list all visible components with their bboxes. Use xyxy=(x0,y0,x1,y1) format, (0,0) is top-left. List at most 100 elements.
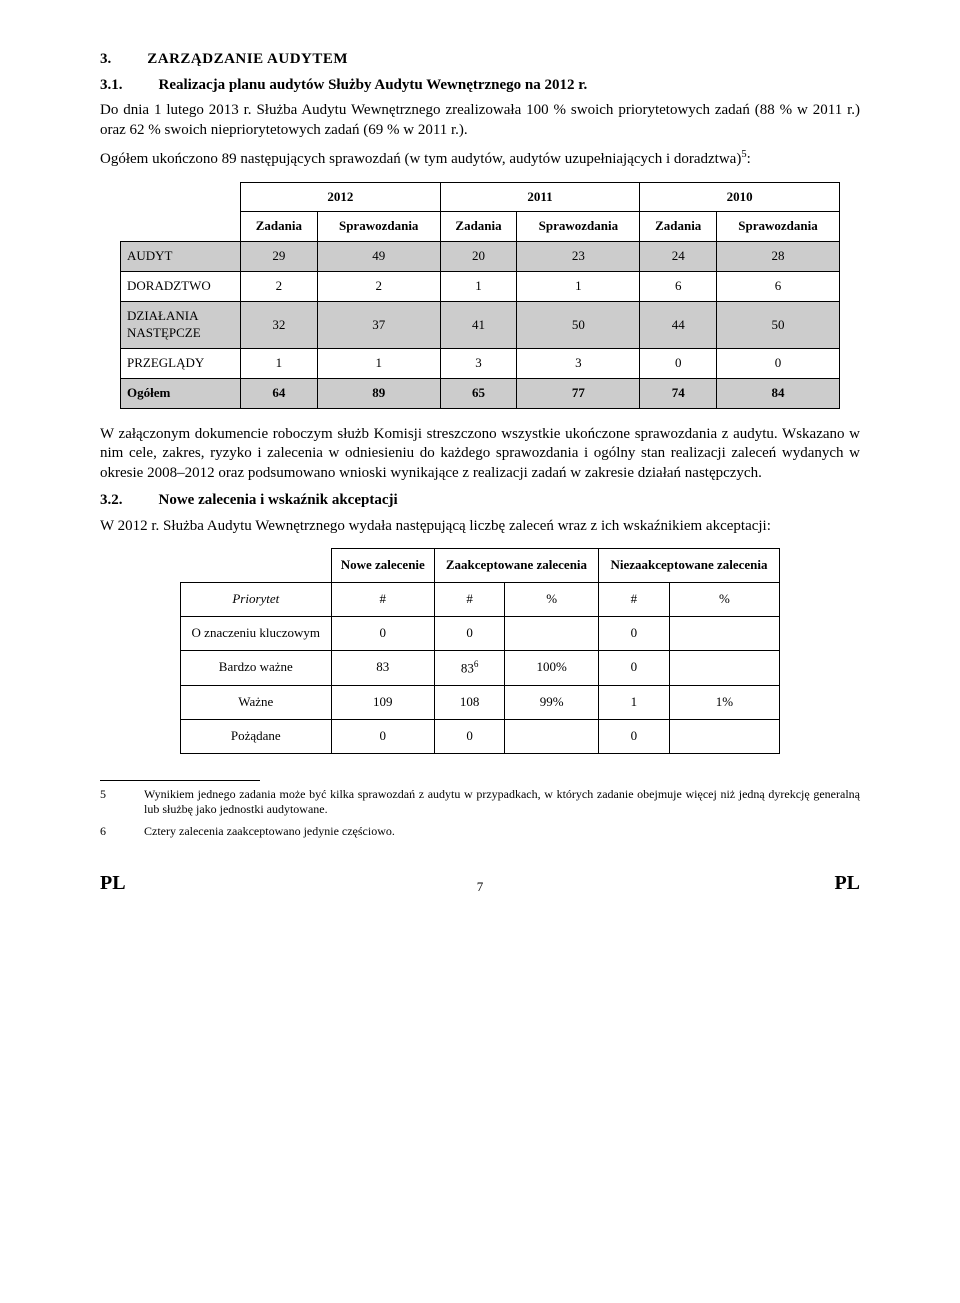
table-zalecenia: Nowe zalecenie Zaakceptowane zalecenia N… xyxy=(180,548,780,754)
paragraph: W 2012 r. Służba Audytu Wewnętrznego wyd… xyxy=(100,517,860,537)
section-3-heading: 3. ZARZĄDZANIE AUDYTEM xyxy=(100,50,860,70)
cell: 41 xyxy=(440,302,517,349)
cell xyxy=(505,719,599,753)
row-label: DZIAŁANIA NASTĘPCZE xyxy=(121,302,241,349)
cell: 836 xyxy=(434,650,504,685)
cell: 0 xyxy=(599,650,670,685)
cell: 23 xyxy=(517,242,640,272)
paragraph: W załączonym dokumencie roboczym służb K… xyxy=(100,425,860,484)
cell: 20 xyxy=(440,242,517,272)
cell: 3 xyxy=(517,348,640,378)
table-row: Priorytet # # % # % xyxy=(181,583,780,617)
cell: 1 xyxy=(241,348,318,378)
section-title: ZARZĄDZANIE AUDYTEM xyxy=(147,50,348,70)
row-label: PRZEGLĄDY xyxy=(121,348,241,378)
cell: 0 xyxy=(434,616,504,650)
footnote-num: 6 xyxy=(100,824,106,840)
cell: 44 xyxy=(640,302,717,349)
cell xyxy=(669,650,779,685)
cell: 99% xyxy=(505,686,599,720)
row-label: Ważne xyxy=(181,686,332,720)
cell: 1 xyxy=(517,272,640,302)
table-row: PRZEGLĄDY113300 xyxy=(121,348,840,378)
cell: 89 xyxy=(317,378,440,408)
section-3-2-heading: 3.2. Nowe zalecenia i wskaźnik akceptacj… xyxy=(100,491,860,511)
cell: 64 xyxy=(241,378,318,408)
subhead: Sprawozdania xyxy=(517,212,640,242)
cell: 1 xyxy=(599,686,670,720)
subhead: Sprawozdania xyxy=(717,212,840,242)
col-head: Zaakceptowane zalecenia xyxy=(434,549,598,583)
cell xyxy=(669,719,779,753)
cell: 6 xyxy=(640,272,717,302)
section-num: 3. xyxy=(100,50,111,70)
cell: 108 xyxy=(434,686,504,720)
table-row: 2012 2011 2010 xyxy=(121,182,840,212)
table-row: DORADZTWO221166 xyxy=(121,272,840,302)
para-text: Ogółem ukończono 89 następujących sprawo… xyxy=(100,151,741,167)
symbol-col: # xyxy=(434,583,504,617)
row-label: Pożądane xyxy=(181,719,332,753)
table-row: Nowe zalecenie Zaakceptowane zalecenia N… xyxy=(181,549,780,583)
cell: 1 xyxy=(317,348,440,378)
cell: 65 xyxy=(440,378,517,408)
col-head: Nowe zalecenie xyxy=(331,549,434,583)
table-row: DZIAŁANIA NASTĘPCZE323741504450 xyxy=(121,302,840,349)
cell: 49 xyxy=(317,242,440,272)
cell: 3 xyxy=(440,348,517,378)
footnote: 6 Cztery zalecenia zaakceptowano jedynie… xyxy=(100,824,860,840)
paragraph: Do dnia 1 lutego 2013 r. Służba Audytu W… xyxy=(100,101,860,140)
priorytet-label: Priorytet xyxy=(181,583,332,617)
cell: 0 xyxy=(434,719,504,753)
col-head: Niezaakceptowane zalecenia xyxy=(599,549,780,583)
footer-right: PL xyxy=(834,870,860,896)
footnote-text: Cztery zalecenia zaakceptowano jedynie c… xyxy=(144,824,395,840)
paragraph: Ogółem ukończono 89 następujących sprawo… xyxy=(100,148,860,170)
table-row: Zadania Sprawozdania Zadania Sprawozdani… xyxy=(121,212,840,242)
subhead: Zadania xyxy=(640,212,717,242)
row-label: Ogółem xyxy=(121,378,241,408)
section-3-1-heading: 3.1. Realizacja planu audytów Służby Aud… xyxy=(100,76,860,96)
cell: 1 xyxy=(440,272,517,302)
footnote-num: 5 xyxy=(100,787,106,818)
table-row: Ważne10910899%11% xyxy=(181,686,780,720)
section-num: 3.2. xyxy=(100,491,123,511)
section-num: 3.1. xyxy=(100,76,123,96)
subhead: Sprawozdania xyxy=(317,212,440,242)
row-label: AUDYT xyxy=(121,242,241,272)
cell: 84 xyxy=(717,378,840,408)
cell: 100% xyxy=(505,650,599,685)
row-label: DORADZTWO xyxy=(121,272,241,302)
footnote-rule xyxy=(100,780,260,781)
cell: 50 xyxy=(517,302,640,349)
row-label: Bardzo ważne xyxy=(181,650,332,685)
year-head: 2011 xyxy=(440,182,640,212)
table-row: O znaczeniu kluczowym000 xyxy=(181,616,780,650)
row-label: O znaczeniu kluczowym xyxy=(181,616,332,650)
cell: 0 xyxy=(717,348,840,378)
cell: 2 xyxy=(317,272,440,302)
subhead: Zadania xyxy=(241,212,318,242)
cell: 0 xyxy=(599,616,670,650)
cell xyxy=(505,616,599,650)
table-row: Bardzo ważne83836100%0 xyxy=(181,650,780,685)
table-sprawozdania: 2012 2011 2010 Zadania Sprawozdania Zada… xyxy=(120,182,840,409)
cell: 2 xyxy=(241,272,318,302)
table-row: Pożądane000 xyxy=(181,719,780,753)
cell: 0 xyxy=(331,616,434,650)
symbol-col: % xyxy=(669,583,779,617)
footnote: 5 Wynikiem jednego zadania może być kilk… xyxy=(100,787,860,818)
table-row: AUDYT294920232428 xyxy=(121,242,840,272)
para-text: : xyxy=(747,151,751,167)
cell: 1% xyxy=(669,686,779,720)
symbol-col: # xyxy=(599,583,670,617)
cell: 32 xyxy=(241,302,318,349)
page-number: 7 xyxy=(477,879,484,896)
cell: 37 xyxy=(317,302,440,349)
cell: 0 xyxy=(640,348,717,378)
cell: 6 xyxy=(717,272,840,302)
cell: 28 xyxy=(717,242,840,272)
cell: 0 xyxy=(331,719,434,753)
section-title: Realizacja planu audytów Służby Audytu W… xyxy=(159,76,588,96)
table-row: Ogółem648965777484 xyxy=(121,378,840,408)
